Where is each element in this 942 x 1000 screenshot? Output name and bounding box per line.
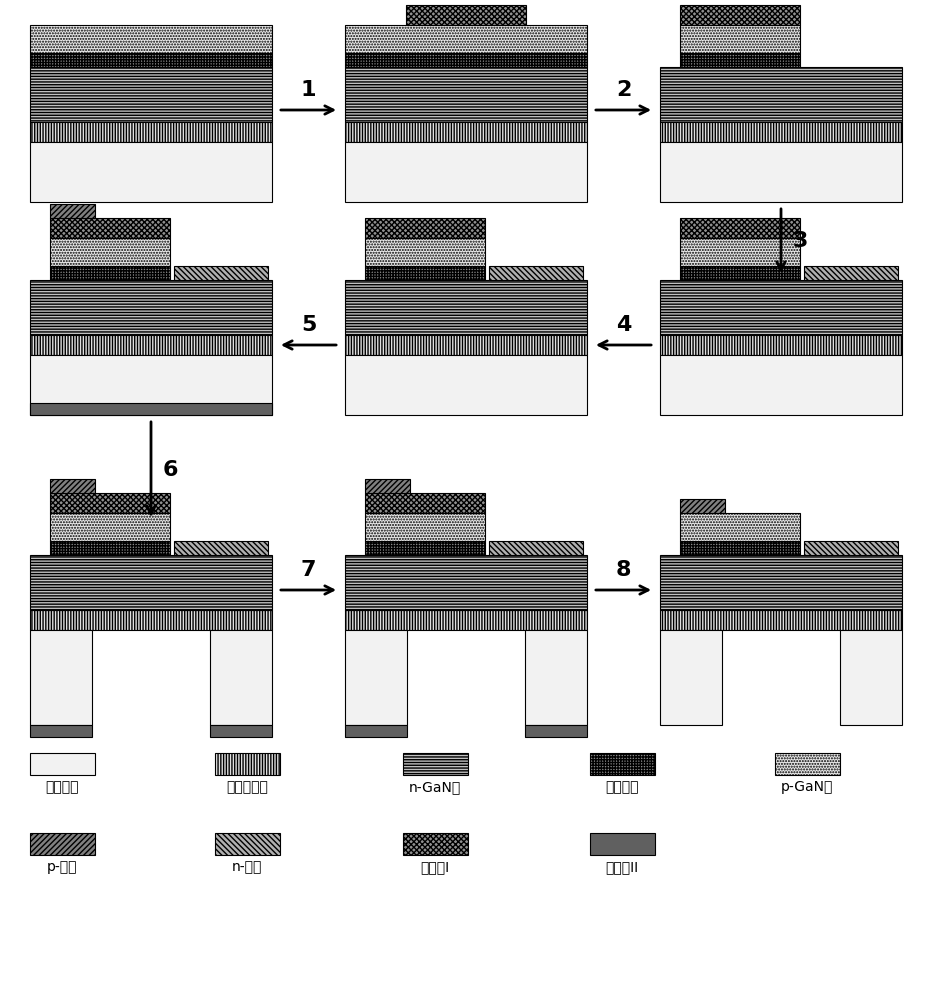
Text: n-GaN层: n-GaN层 [409,780,462,794]
Bar [345,67,587,122]
Bar [590,833,655,855]
Bar [525,725,587,737]
Text: 4: 4 [616,315,631,335]
Bar [30,280,272,335]
Bar [345,280,587,335]
Bar [680,513,800,541]
Bar [840,630,902,725]
Bar [50,204,95,218]
Bar [30,53,272,67]
Bar [50,238,170,266]
Bar [660,555,902,610]
Bar [804,541,898,555]
Bar [50,218,170,238]
Bar [30,122,272,142]
Bar [345,142,587,202]
Bar [30,25,272,53]
Bar [680,266,800,280]
Bar [660,355,902,415]
Bar [660,67,902,122]
Bar [365,493,485,513]
Bar [30,555,272,610]
Text: 硅衬底层: 硅衬底层 [45,780,79,794]
Bar [345,53,587,67]
Bar [345,725,407,737]
Bar [365,479,410,493]
Bar [680,53,800,67]
Bar [30,335,272,355]
Bar [30,610,272,630]
Bar [215,753,280,775]
Bar [345,355,587,415]
Bar [680,238,800,266]
Bar [345,555,587,610]
Bar [660,335,902,355]
Bar [680,499,725,513]
Bar [210,630,272,725]
Bar [365,266,485,280]
Bar [680,218,800,238]
Bar [660,142,902,202]
Bar [50,513,170,541]
Bar [345,610,587,630]
Text: p-GaN层: p-GaN层 [781,780,833,794]
Bar [50,541,170,555]
Bar [590,753,655,775]
Bar [174,541,268,555]
Text: 8: 8 [616,560,631,580]
Bar [345,122,587,142]
Bar [345,335,587,355]
Bar [525,630,587,725]
Bar [30,753,95,775]
Bar [660,610,902,630]
Text: p-电极: p-电极 [47,860,77,874]
Bar [406,5,526,25]
Bar [365,541,485,555]
Bar [804,266,898,280]
Bar [30,355,272,415]
Bar [50,266,170,280]
Text: 6: 6 [163,460,178,480]
Bar [680,25,800,53]
Text: n-电极: n-电极 [232,860,262,874]
Bar [489,266,583,280]
Bar [660,280,902,335]
Text: 光刻胶I: 光刻胶I [420,860,449,874]
Text: 3: 3 [793,231,808,251]
Bar [680,5,800,25]
Text: 量子阱层: 量子阱层 [606,780,639,794]
Bar [775,753,840,775]
Bar [345,630,407,725]
Bar [365,218,485,238]
Bar [30,725,92,737]
Bar [365,238,485,266]
Bar [660,630,722,725]
Bar [680,541,800,555]
Bar [30,142,272,202]
Text: 1: 1 [300,80,317,100]
Text: 2: 2 [616,80,631,100]
Text: 光刻胶II: 光刻胶II [606,860,639,874]
Text: 7: 7 [300,560,317,580]
Bar [30,67,272,122]
Text: 5: 5 [300,315,317,335]
Bar [30,833,95,855]
Bar [210,725,272,737]
Bar [50,493,170,513]
Bar [30,403,272,415]
Bar [365,513,485,541]
Bar [403,833,468,855]
Bar [50,479,95,493]
Bar [660,122,902,142]
Bar [174,266,268,280]
Bar [345,25,587,53]
Bar [403,753,468,775]
Bar [215,833,280,855]
Text: 外延缓冲层: 外延缓冲层 [226,780,268,794]
Bar [489,541,583,555]
Bar [30,630,92,725]
